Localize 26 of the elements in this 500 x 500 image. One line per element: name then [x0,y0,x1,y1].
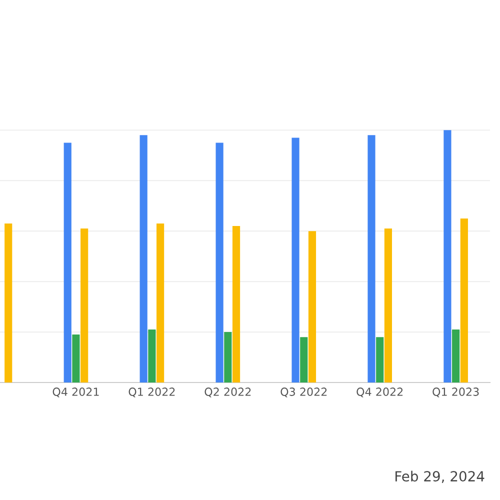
bar [444,130,452,382]
bar [224,332,232,382]
bar [300,337,308,382]
bar [308,231,316,382]
bar [368,135,376,382]
x-tick-label: Q4 2021 [52,388,99,398]
bar [64,142,72,382]
bar [148,330,156,382]
bar [140,135,148,382]
bar [80,228,88,382]
bar [72,334,80,382]
bar [384,228,392,382]
text: Feb 29, 2024 [396,470,484,483]
bar [376,337,384,382]
x-tick-label: Q1 2022 [128,388,175,398]
bar [156,224,164,382]
x-tick-label: Q1 2023 [432,388,479,398]
bar [460,218,468,382]
bar [292,138,300,382]
bar [452,330,460,382]
x-tick-label: Q3 2022 [280,388,327,398]
x-tick-label: Q2 2022 [204,388,251,398]
bar [4,224,12,382]
bar [232,226,240,382]
bar [216,142,224,382]
x-tick-label: Q4 2022 [356,388,403,398]
